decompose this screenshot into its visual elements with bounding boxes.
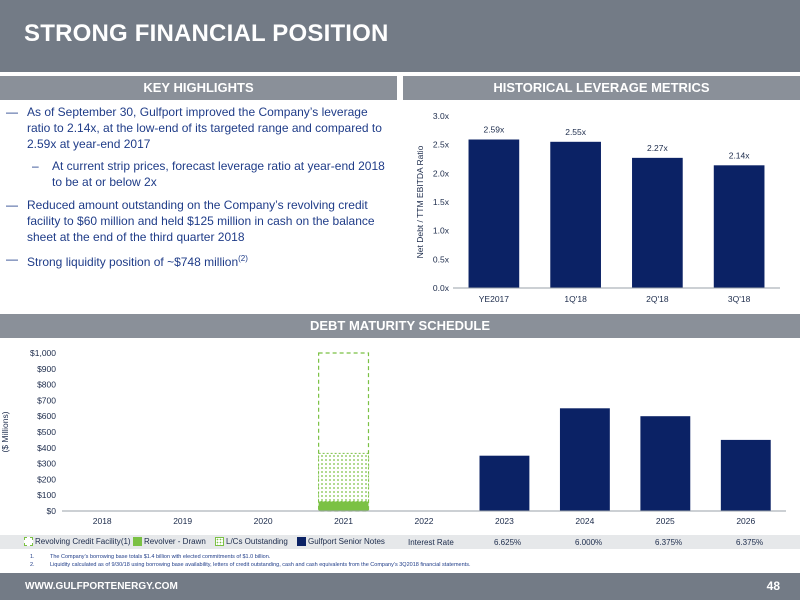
footer: WWW.GULFPORTENERGY.COM 48 [0,573,800,600]
page-title: STRONG FINANCIAL POSITION [24,20,389,47]
footnote-ref: (2) [238,254,248,263]
drawn-swatch [133,537,142,546]
x-tick-label: YE2017 [479,294,510,304]
x-tick-label: 2019 [173,516,192,526]
x-tick-label: 2018 [93,516,112,526]
legend-facility: Revolving Credit Facility (1) [24,537,131,546]
footnote-2: 2. Liquidity calculated as of 9/30/18 us… [30,561,470,569]
y-axis-label: ($ Millions) [0,411,10,452]
bullet-text: Strong liquidity position of ~$748 milli… [27,255,239,269]
legend-lcs: L/Cs Outstanding [215,537,288,546]
notes-swatch [297,537,306,546]
lcs-swatch [215,537,224,546]
senior-notes-bar [479,455,530,511]
leverage-bar [468,139,520,288]
bar-value-label: 2.55x [565,127,587,137]
revolver-drawn-bar [318,501,369,511]
y-tick-label: 2.0x [433,168,450,178]
legend-drawn: Revolver - Drawn [133,537,206,546]
y-tick-label: $300 [37,459,56,469]
y-tick-label: $500 [37,427,56,437]
sub-bullet-forecast: – At current strip prices, forecast leve… [6,158,394,190]
x-tick-label: 1Q'18 [564,294,587,304]
senior-notes-bar [720,439,771,511]
x-tick-label: 2Q'18 [646,294,669,304]
leverage-bar [632,157,683,288]
historical-leverage-header: HISTORICAL LEVERAGE METRICS [403,76,800,100]
footnote-1: 1. The Company’s borrowing base totals $… [30,553,470,561]
legend-facility-sup: (1) [120,537,131,546]
bar-value-label: 2.27x [647,143,669,153]
y-tick-label: 0.0x [433,283,450,293]
bullet-leverage: — As of September 30, Gulfport improved … [6,104,394,152]
x-tick-label: 2025 [656,516,675,526]
y-tick-label: $0 [47,506,57,516]
x-tick-label: 2024 [575,516,594,526]
dash-icon: — [6,105,18,119]
dash-icon: — [6,198,18,212]
y-tick-label: 3.0x [433,111,450,121]
legend-notes-label: Gulfport Senior Notes [308,537,385,546]
interest-rate-2025: 6.375% [655,538,683,547]
y-tick-label: $400 [37,443,56,453]
y-tick-label: 1.5x [433,197,450,207]
y-tick-label: $1,000 [30,348,56,358]
key-highlights-header: KEY HIGHLIGHTS [0,76,397,100]
dash-icon: — [6,252,18,266]
bar-value-label: 2.14x [729,150,751,160]
footnote-text: Liquidity calculated as of 9/30/18 using… [50,562,471,568]
lcs-outstanding-bar [318,452,369,503]
footnote-number: 1. [30,554,35,560]
chart-legend: Revolving Credit Facility (1) Revolver - … [0,535,800,549]
y-tick-label: $900 [37,364,56,374]
leverage-bar [550,141,601,288]
y-tick-label: $100 [37,490,56,500]
facility-swatch [24,537,33,546]
y-tick-label: $700 [37,395,56,405]
footer-url[interactable]: WWW.GULFPORTENERGY.COM [25,581,178,592]
leverage-chart: 0.0x 0.5x 1.0x 1.5x 2.0x 2.5x 3.0x Net Debt / T… [415,111,780,304]
footnotes: 1. The Company’s borrowing base totals $… [30,553,470,569]
legend-drawn-label: Revolver - Drawn [144,537,206,546]
legend-lcs-label: L/Cs Outstanding [226,537,288,546]
footnote-number: 2. [30,562,35,568]
interest-rate-2024: 6.000% [575,538,603,547]
y-tick-label: 2.5x [433,140,450,150]
bar-value-label: 2.59x [483,125,505,135]
interest-rate-label: Interest Rate [408,538,454,547]
senior-notes-bar [640,416,691,511]
y-tick-label: 0.5x [433,254,450,264]
bullet-liquidity: — Strong liquidity position of ~$748 mil… [6,251,394,270]
x-tick-label: 3Q'18 [728,294,751,304]
bullet-revolver: — Reduced amount outstanding on the Comp… [6,197,394,245]
dash-icon: – [32,159,39,173]
x-tick-label: 2023 [495,516,514,526]
x-tick-label: 2026 [736,516,755,526]
x-tick-label: 2022 [415,516,434,526]
bullet-text: Reduced amount outstanding on the Compan… [27,198,375,244]
senior-notes-bar [559,408,610,511]
x-tick-label: 2020 [254,516,273,526]
legend-notes: Gulfport Senior Notes [297,537,385,546]
footnote-text: The Company’s borrowing base totals $1.4… [50,554,271,560]
y-tick-label: 1.0x [433,226,450,236]
interest-rate-2023: 6.625% [494,538,522,547]
key-highlights-list: — As of September 30, Gulfport improved … [6,104,394,276]
title-bar: STRONG FINANCIAL POSITION [0,0,800,72]
debt-maturity-header: DEBT MATURITY SCHEDULE [0,314,800,338]
interest-rate-2026: 6.375% [736,538,764,547]
debt-maturity-chart: $0 $100 $200 $300 $400 $500 $600 $700 $800 $900 $1… [0,348,786,526]
y-tick-label: $600 [37,411,56,421]
y-tick-label: $800 [37,380,56,390]
page-number: 48 [766,579,780,593]
sub-bullet-text: At current strip prices, forecast levera… [52,159,385,189]
legend-facility-label: Revolving Credit Facility [35,537,121,546]
x-tick-label: 2021 [334,516,353,526]
y-axis-label: Net Debt / TTM EBITDA Ratio [415,145,425,258]
y-tick-label: $200 [37,474,56,484]
leverage-bar [713,165,765,288]
bullet-text: As of September 30, Gulfport improved th… [27,105,382,151]
